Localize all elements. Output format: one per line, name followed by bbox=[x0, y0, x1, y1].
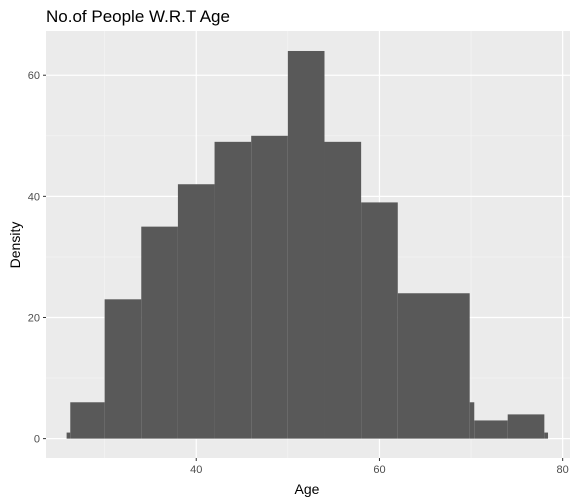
histogram-bar bbox=[70, 402, 105, 439]
histogram-bar bbox=[361, 202, 398, 439]
x-axis: 40 60 80 bbox=[190, 458, 569, 476]
histogram-bar bbox=[324, 141, 362, 439]
histogram-bar bbox=[544, 432, 549, 439]
y-axis-title: Density bbox=[7, 222, 23, 269]
y-axis: 0 20 40 60 bbox=[28, 70, 46, 446]
chart-title: No.of People W.R.T Age bbox=[46, 7, 230, 26]
histogram-bar bbox=[397, 293, 470, 439]
histogram-bar bbox=[469, 402, 475, 439]
histogram-bar bbox=[141, 226, 178, 439]
histogram-bar bbox=[507, 414, 545, 439]
histogram-bar bbox=[474, 420, 508, 439]
histogram-bar bbox=[104, 299, 142, 439]
y-tick-label: 20 bbox=[28, 312, 40, 324]
y-tick-label: 60 bbox=[28, 70, 40, 82]
x-tick-label: 40 bbox=[190, 464, 202, 476]
y-tick-label: 40 bbox=[28, 191, 40, 203]
x-tick-label: 60 bbox=[373, 464, 385, 476]
x-axis-title: Age bbox=[295, 481, 320, 497]
histogram-bar bbox=[287, 50, 325, 439]
y-tick-label: 0 bbox=[34, 434, 40, 446]
histogram-bar bbox=[66, 432, 71, 439]
x-tick-label: 80 bbox=[557, 464, 569, 476]
histogram-bar bbox=[177, 184, 215, 439]
histogram-bar bbox=[214, 141, 252, 439]
histogram-bars bbox=[66, 50, 549, 439]
histogram-bar bbox=[251, 135, 288, 439]
